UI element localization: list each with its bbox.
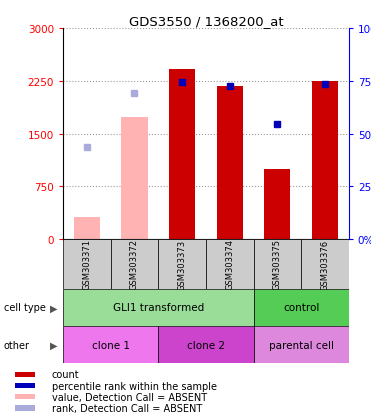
Text: GSM303371: GSM303371 (82, 239, 91, 290)
Text: rank, Detection Call = ABSENT: rank, Detection Call = ABSENT (52, 403, 202, 413)
Bar (312, 82, 338, 240)
Bar (301, 240, 349, 289)
Text: cell type: cell type (4, 303, 46, 313)
Text: percentile rank within the sample: percentile rank within the sample (52, 381, 217, 391)
Bar (63, 240, 111, 289)
Bar (15, 394, 35, 399)
Bar (206, 240, 253, 289)
Bar (121, 117, 148, 240)
Bar (158, 240, 206, 289)
Text: count: count (52, 369, 79, 379)
Text: control: control (283, 303, 319, 313)
Bar (217, 86, 243, 240)
Bar (63, 289, 253, 326)
Bar (63, 326, 158, 363)
Text: GSM303372: GSM303372 (130, 239, 139, 290)
Text: other: other (4, 340, 30, 350)
Bar (253, 326, 349, 363)
Text: GSM303375: GSM303375 (273, 239, 282, 290)
Text: value, Detection Call = ABSENT: value, Detection Call = ABSENT (52, 392, 207, 401)
Bar (253, 240, 301, 289)
Bar (111, 240, 158, 289)
Bar (169, 70, 195, 240)
Bar (253, 289, 349, 326)
Bar (15, 383, 35, 388)
Bar (74, 218, 100, 240)
Text: parental cell: parental cell (269, 340, 334, 350)
Bar (15, 372, 35, 377)
Text: GSM303374: GSM303374 (225, 239, 234, 290)
Text: GLI1 transformed: GLI1 transformed (113, 303, 204, 313)
Text: clone 2: clone 2 (187, 340, 225, 350)
Title: GDS3550 / 1368200_at: GDS3550 / 1368200_at (129, 15, 283, 28)
Bar (158, 326, 253, 363)
Bar (264, 170, 290, 240)
Text: GSM303376: GSM303376 (321, 239, 329, 290)
Text: ▶: ▶ (50, 303, 58, 313)
Bar (15, 406, 35, 411)
Text: ▶: ▶ (50, 340, 58, 350)
Text: clone 1: clone 1 (92, 340, 130, 350)
Text: GSM303373: GSM303373 (178, 239, 187, 290)
